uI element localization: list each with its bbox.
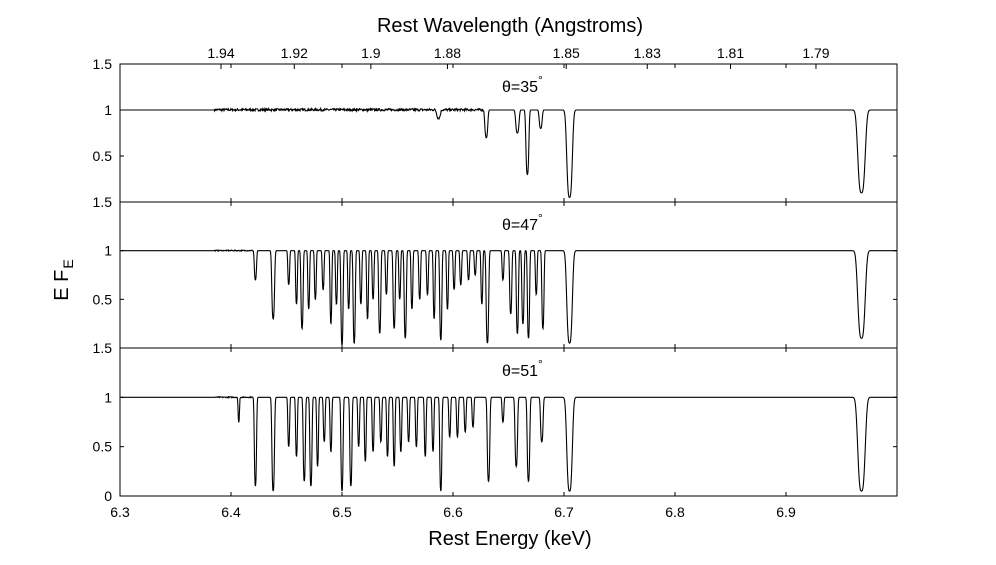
wavelength-tick-label: 1.88 bbox=[434, 45, 461, 61]
x-tick-label: 6.5 bbox=[332, 504, 352, 520]
x-tick-label: 6.7 bbox=[554, 504, 574, 520]
y-axis-label-sub: E bbox=[60, 259, 76, 268]
wavelength-tick-label: 1.92 bbox=[281, 45, 308, 61]
y-tick-label: 1 bbox=[104, 102, 112, 118]
x-tick-label: 6.4 bbox=[221, 504, 241, 520]
y-tick-label: 0 bbox=[104, 488, 112, 504]
wavelength-tick-label: 1.79 bbox=[802, 45, 829, 61]
spectrum-line bbox=[120, 249, 897, 346]
y-tick-label: 1.5 bbox=[93, 56, 113, 72]
wavelength-tick-label: 1.94 bbox=[207, 45, 234, 61]
wavelength-tick-label: 1.83 bbox=[634, 45, 661, 61]
y-axis-label: E F E bbox=[51, 259, 76, 300]
wavelength-axis: 1.94 1.92 1.9 1.88 1.85 1.83 1.81 1.79 bbox=[207, 45, 830, 69]
degree-symbol: ° bbox=[538, 211, 543, 225]
panels: 1.5 1 0.5 θ=35° 1.5 1 0.5 θ=47° 1.5 1 0.5 0 θ=51° bbox=[93, 56, 898, 504]
spectrum-line bbox=[120, 395, 897, 492]
wavelength-tick-label: 1.9 bbox=[361, 45, 381, 61]
degree-symbol: ° bbox=[538, 73, 543, 87]
wavelength-tick-label: 1.85 bbox=[553, 45, 580, 61]
y-tick-label: 1.5 bbox=[93, 340, 113, 356]
y-axis-label-main: E F bbox=[51, 270, 73, 301]
top-axis-label: Rest Wavelength (Angstroms) bbox=[377, 15, 643, 37]
y-tick-label: 1 bbox=[104, 243, 112, 259]
panel-angle-label: θ=47° bbox=[502, 211, 543, 234]
x-tick-label: 6.3 bbox=[110, 504, 130, 520]
panel-1: 1.5 1 0.5 θ=35° bbox=[93, 56, 898, 203]
panel-2: 1.5 1 0.5 θ=47° bbox=[93, 194, 898, 349]
y-tick-label: 1.5 bbox=[93, 194, 113, 210]
x-tick-label: 6.6 bbox=[443, 504, 463, 520]
panel-3: 1.5 1 0.5 0 θ=51° bbox=[93, 340, 898, 504]
y-tick-label: 0.5 bbox=[93, 439, 113, 455]
y-tick-label: 0.5 bbox=[93, 148, 113, 164]
x-axis-label: Rest Energy (keV) bbox=[428, 528, 591, 550]
panel-angle-label: θ=35° bbox=[502, 73, 543, 96]
x-tick-label: 6.8 bbox=[665, 504, 685, 520]
y-tick-label: 1 bbox=[104, 389, 112, 405]
y-tick-label: 0.5 bbox=[93, 291, 113, 307]
wavelength-tick-label: 1.81 bbox=[717, 45, 744, 61]
spectrum-line bbox=[120, 106, 897, 198]
panel-frame bbox=[119, 347, 898, 497]
x-tick-label: 6.9 bbox=[776, 504, 796, 520]
energy-axis: 6.3 6.4 6.5 6.6 6.7 6.8 6.9 bbox=[110, 504, 796, 520]
degree-symbol: ° bbox=[538, 357, 543, 371]
panel-angle-label: θ=51° bbox=[502, 357, 543, 380]
